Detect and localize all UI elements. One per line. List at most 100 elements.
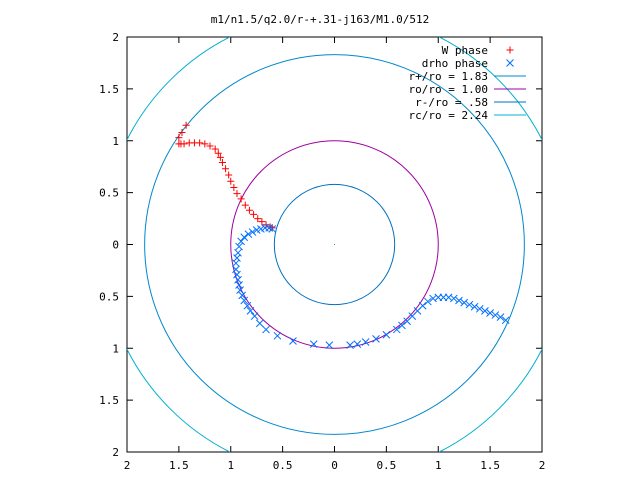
legend-entry: drho phase <box>422 57 514 70</box>
annotations <box>334 244 335 245</box>
data-point <box>233 270 241 279</box>
data-point <box>230 183 238 191</box>
data-point <box>262 325 270 334</box>
data-point <box>250 210 258 218</box>
x-tick-label: 0.5 <box>273 459 293 472</box>
data-point <box>225 171 233 179</box>
legend-label: rc/ro = 2.24 <box>409 109 489 122</box>
x-tick-label: 0.5 <box>376 459 396 472</box>
series-w-phase <box>175 121 276 232</box>
x-axis-tick-labels: 2 1.5 1 0.5 0 0.5 1 1.5 2 <box>124 459 546 472</box>
data-point <box>346 341 354 349</box>
data-point <box>444 293 453 302</box>
data-point <box>501 316 510 325</box>
data-point <box>252 226 261 234</box>
data-point <box>481 307 489 315</box>
data-point <box>240 233 249 242</box>
data-point <box>268 224 276 232</box>
x-tick-label: 0 <box>331 459 338 472</box>
x-tick-label: 2 <box>124 459 131 472</box>
data-point <box>246 307 255 315</box>
data-point <box>382 330 391 339</box>
circle-r <box>144 54 525 435</box>
data-point <box>245 206 253 214</box>
data-point <box>255 319 264 328</box>
data-point <box>182 121 190 129</box>
data-point <box>392 325 401 334</box>
y-tick-label: 1 <box>112 342 119 355</box>
legend-marker <box>506 59 514 67</box>
legend-label: r+/ro = 1.83 <box>409 70 488 83</box>
x-tick-label: 1 <box>227 459 234 472</box>
legend-entry: r+/ro = 1.83 <box>409 70 526 83</box>
data-point <box>211 145 219 153</box>
data-point <box>237 195 245 203</box>
data-point <box>240 296 249 305</box>
legend-entry: r-/ro = .58 <box>415 96 526 109</box>
data-points <box>175 121 510 349</box>
data-point <box>496 313 505 321</box>
data-point <box>235 242 243 251</box>
data-point <box>175 134 183 142</box>
data-point <box>475 304 484 313</box>
data-point <box>418 301 427 310</box>
data-point <box>243 301 252 310</box>
legend-marker <box>506 46 514 54</box>
x-tick-label: 1.5 <box>480 459 500 472</box>
data-point <box>218 159 226 167</box>
center-dot <box>334 244 335 245</box>
legend-entry: ro/ro = 1.00 <box>409 83 526 96</box>
y-tick-label: 1.5 <box>99 394 119 407</box>
legend-label: W phase <box>442 44 488 57</box>
legend-label: r-/ro = .58 <box>415 96 488 109</box>
data-point <box>180 140 188 148</box>
series-drho-phase <box>232 224 510 349</box>
data-point <box>233 190 241 198</box>
data-point <box>465 300 474 309</box>
data-point <box>178 128 186 136</box>
data-point <box>233 254 241 262</box>
data-point <box>258 218 266 226</box>
axis-ticks <box>126 36 543 453</box>
x-tick-label: 1.5 <box>169 459 189 472</box>
data-point <box>227 177 235 185</box>
y-tick-label: 0.5 <box>99 290 119 303</box>
y-tick-label: 0 <box>112 239 119 252</box>
data-point <box>236 286 244 295</box>
data-point <box>455 296 463 305</box>
data-point <box>214 149 222 157</box>
y-tick-label: 1.5 <box>99 83 119 96</box>
legend-entry: W phase <box>442 44 514 57</box>
circle-ro <box>230 140 439 349</box>
x-tick-label: 1 <box>435 459 442 472</box>
data-point <box>424 297 432 306</box>
data-point <box>235 281 243 289</box>
y-tick-label: 2 <box>112 31 119 44</box>
data-point <box>353 340 362 348</box>
legend-label: ro/ro = 1.00 <box>409 83 488 96</box>
data-point <box>309 340 318 348</box>
data-point <box>470 302 479 311</box>
circle-r <box>273 183 396 306</box>
data-point <box>361 338 370 346</box>
data-point <box>491 311 500 319</box>
data-point <box>250 312 259 320</box>
y-tick-label: 1 <box>112 135 119 148</box>
data-point <box>201 140 209 148</box>
data-point <box>238 291 247 300</box>
data-point <box>244 230 253 238</box>
data-point <box>273 331 282 340</box>
data-point <box>196 139 204 147</box>
y-tick-label: 2 <box>112 446 119 459</box>
reference-circles <box>127 37 542 452</box>
legend-entry: rc/ro = 2.24 <box>409 109 526 122</box>
data-point <box>234 248 242 257</box>
data-point <box>206 142 214 150</box>
data-point <box>232 259 240 268</box>
data-point <box>486 309 494 317</box>
data-point <box>222 165 230 173</box>
data-point <box>216 153 224 161</box>
x-tick-label: 2 <box>539 459 546 472</box>
